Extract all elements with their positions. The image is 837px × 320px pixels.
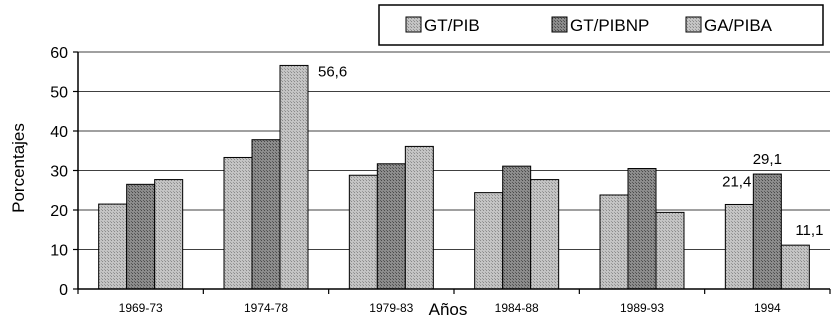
bar-gt-pibnp-1989-93 bbox=[627, 168, 657, 290]
bar-gt-pibnp-1969-73 bbox=[126, 183, 156, 290]
bar-gt-pib-1984-88 bbox=[474, 192, 504, 290]
bar-gt-pibnp-1984-88 bbox=[502, 165, 532, 290]
legend-label: GA/PIBA bbox=[704, 16, 773, 35]
bar-gt-pib-1989-93 bbox=[599, 194, 629, 290]
y-tick-label: 0 bbox=[59, 282, 68, 299]
bar-ga-piba-1969-73 bbox=[154, 179, 184, 290]
data-label: 56,6 bbox=[318, 63, 347, 80]
y-tick-label: 20 bbox=[50, 203, 68, 220]
gridlines bbox=[78, 51, 830, 250]
y-tick-labels: 0 10 20 30 40 50 60 bbox=[50, 45, 68, 299]
y-axis-label: Porcentajes bbox=[9, 123, 28, 213]
x-axis-label: Años bbox=[429, 300, 468, 319]
data-label: 11,1 bbox=[795, 222, 823, 239]
x-tick-label: 1969-73 bbox=[119, 301, 163, 315]
bar-ga-piba-1989-93 bbox=[655, 211, 685, 290]
data-labels: 56,6 21,429,1 11,1 bbox=[318, 63, 823, 239]
bar-ga-piba-1974-78 bbox=[279, 64, 309, 290]
legend-swatch bbox=[685, 16, 702, 33]
bar-gt-pibnp-1994 bbox=[752, 173, 782, 290]
bar-gt-pib-1979-83 bbox=[348, 174, 378, 290]
legend: GT/PIB GT/PIBNP GA/PIBA bbox=[378, 4, 824, 46]
bar-gt-pib-1969-73 bbox=[98, 203, 128, 290]
axes bbox=[73, 51, 831, 294]
bar-ga-piba-1994 bbox=[780, 244, 810, 290]
bar-gt-pib-1994 bbox=[724, 203, 754, 290]
x-tick-label: 1979-83 bbox=[369, 301, 413, 315]
x-tick-labels: 1969-73 1974-78 1979-83 1984-88 1989-93 1994 bbox=[119, 301, 781, 315]
bar-gt-pibnp-1974-78 bbox=[251, 139, 281, 290]
x-tick-label: 1994 bbox=[754, 301, 781, 315]
x-tick-label: 1974-78 bbox=[244, 301, 288, 315]
data-label: 29,1 bbox=[753, 151, 782, 168]
legend-label: GT/PIB bbox=[424, 16, 480, 35]
x-tick-label: 1984-88 bbox=[495, 301, 539, 315]
bar-gt-pibnp-1979-83 bbox=[376, 163, 406, 290]
bar-gt-pib-1974-78 bbox=[223, 156, 253, 290]
x-tick-label: 1989-93 bbox=[620, 301, 664, 315]
bar-ga-piba-1984-88 bbox=[530, 179, 560, 290]
bar-ga-piba-1979-83 bbox=[404, 145, 434, 290]
y-tick-label: 10 bbox=[50, 243, 68, 260]
y-tick-label: 30 bbox=[50, 164, 68, 181]
legend-swatch bbox=[551, 16, 568, 33]
legend-label: GT/PIBNP bbox=[570, 16, 649, 35]
y-tick-label: 60 bbox=[50, 45, 68, 62]
y-tick-label: 50 bbox=[50, 85, 68, 102]
y-tick-label: 40 bbox=[50, 124, 68, 141]
legend-box bbox=[378, 4, 824, 46]
data-label: 21,4 bbox=[722, 173, 751, 190]
legend-swatch bbox=[405, 16, 422, 33]
bars bbox=[98, 64, 810, 290]
